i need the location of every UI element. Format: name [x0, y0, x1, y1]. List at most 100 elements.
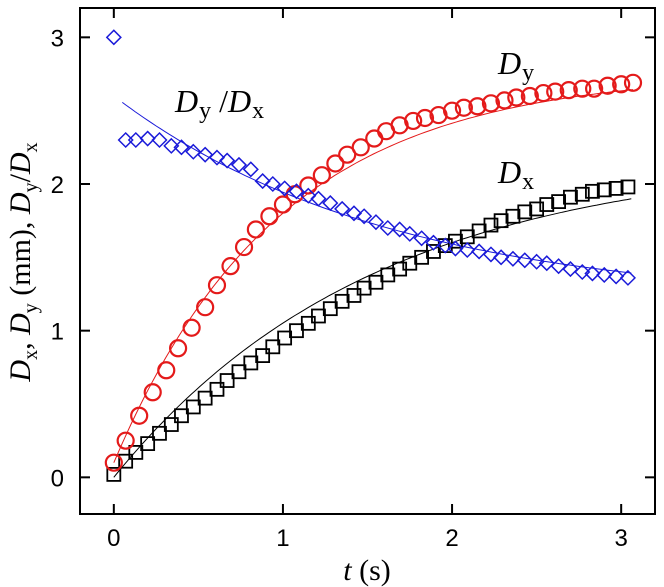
marker-dx — [585, 183, 600, 199]
x-tick-label: 0 — [107, 525, 120, 552]
marker-dx — [483, 217, 499, 233]
marker-dx — [596, 182, 612, 198]
marker-dx — [620, 179, 636, 195]
marker-dy-dx — [367, 214, 385, 231]
marker-dx — [505, 208, 521, 224]
marker-dy-dx — [219, 152, 236, 169]
marker-dy — [246, 220, 265, 239]
marker-dy — [273, 195, 293, 214]
marker-dy — [415, 108, 435, 128]
marker-dy — [495, 91, 514, 110]
plot-frame — [79, 7, 656, 515]
marker-dy-dx — [264, 175, 281, 193]
marker-dy-dx — [276, 180, 293, 197]
marker-dy-dx — [562, 261, 579, 278]
marker-dy-dx — [574, 263, 591, 281]
marker-dy-dx — [356, 208, 373, 225]
y-axis-label: Dx, Dy (mm), Dy/Dx — [4, 142, 42, 382]
marker-dy — [260, 207, 279, 226]
marker-dy — [234, 237, 254, 257]
marker-dx — [608, 180, 624, 196]
marker-dy-dx — [447, 240, 464, 257]
marker-dy-dx — [334, 200, 351, 217]
marker-dy — [130, 406, 149, 425]
marker-dy-dx — [345, 205, 363, 222]
marker-dy — [221, 257, 240, 276]
annotation-dy: Dy — [497, 45, 534, 86]
fit-line-ratio — [122, 101, 632, 274]
marker-dy — [442, 101, 462, 120]
y-tick-label: 2 — [51, 172, 64, 199]
marker-dy — [196, 298, 215, 317]
marker-dx — [517, 204, 533, 220]
marker-dy-dx — [425, 234, 442, 251]
marker-dx — [539, 197, 555, 212]
marker-dy — [546, 82, 565, 101]
marker-dy — [312, 166, 331, 185]
marker-dy-dx — [127, 131, 144, 149]
x-tick-label: 3 — [614, 525, 627, 552]
x-axis-ticks: 0 1 2 3 — [107, 8, 628, 552]
marker-dy-dx — [197, 146, 214, 163]
marker-dy — [326, 154, 345, 173]
y-tick-label: 1 — [51, 319, 64, 346]
marker-dy — [299, 176, 318, 195]
marker-dy — [157, 361, 176, 380]
marker-dy-dx — [504, 250, 522, 267]
marker-dx — [174, 408, 189, 424]
marker-dy — [143, 383, 162, 402]
marker-dy — [573, 79, 592, 98]
marker-dy — [365, 129, 384, 148]
marker-dy — [454, 98, 473, 117]
marker-dx — [255, 348, 271, 364]
marker-dy-dx — [173, 139, 190, 156]
fit-line-dx — [113, 198, 632, 478]
marker-dx — [574, 186, 590, 202]
marker-dy-dx — [608, 268, 625, 285]
marker-dy-dx — [151, 131, 168, 149]
marker-dy — [598, 76, 617, 95]
data-markers — [104, 29, 643, 482]
marker-dx — [493, 213, 509, 229]
marker-dy — [168, 339, 188, 358]
y-tick-label: 0 — [51, 465, 64, 492]
marker-dx — [563, 189, 578, 205]
marker-dy — [468, 97, 487, 116]
marker-dy-dx — [379, 219, 396, 237]
marker-dx — [231, 364, 247, 380]
marker-dy-dx — [230, 156, 248, 173]
marker-dy-dx — [322, 195, 339, 212]
marker-dy — [534, 83, 553, 103]
marker-dy-dx — [254, 173, 271, 190]
marker-dy-dx — [139, 130, 156, 147]
marker-dx — [209, 381, 225, 397]
marker-dy-dx — [208, 149, 226, 166]
marker-dy-dx — [310, 190, 327, 207]
marker-dy-dx — [459, 241, 476, 259]
marker-dx — [529, 201, 545, 217]
annotation-dx: Dx — [497, 154, 534, 195]
marker-dy — [338, 145, 357, 164]
marker-dy-dx — [538, 255, 555, 272]
marker-dy-dx — [105, 29, 122, 46]
marker-dy — [207, 276, 227, 295]
marker-dy — [559, 81, 578, 100]
marker-dy — [104, 453, 123, 472]
marker-dy-dx — [550, 258, 567, 275]
marker-dx — [118, 453, 134, 469]
marker-dx — [128, 444, 144, 460]
marker-dy-dx — [437, 237, 454, 254]
marker-dy-dx — [391, 221, 408, 238]
marker-dx — [185, 399, 201, 415]
marker-dy — [182, 318, 201, 337]
marker-dy-dx — [596, 266, 613, 283]
marker-dx — [265, 339, 281, 355]
y-tick-label: 3 — [51, 25, 64, 52]
marker-dx — [163, 417, 179, 432]
marker-dx — [551, 194, 567, 210]
x-tick-label: 2 — [445, 525, 458, 552]
marker-dy — [520, 86, 539, 106]
annotation-ratio: Dy /Dx — [174, 83, 264, 124]
marker-dx — [140, 436, 156, 452]
